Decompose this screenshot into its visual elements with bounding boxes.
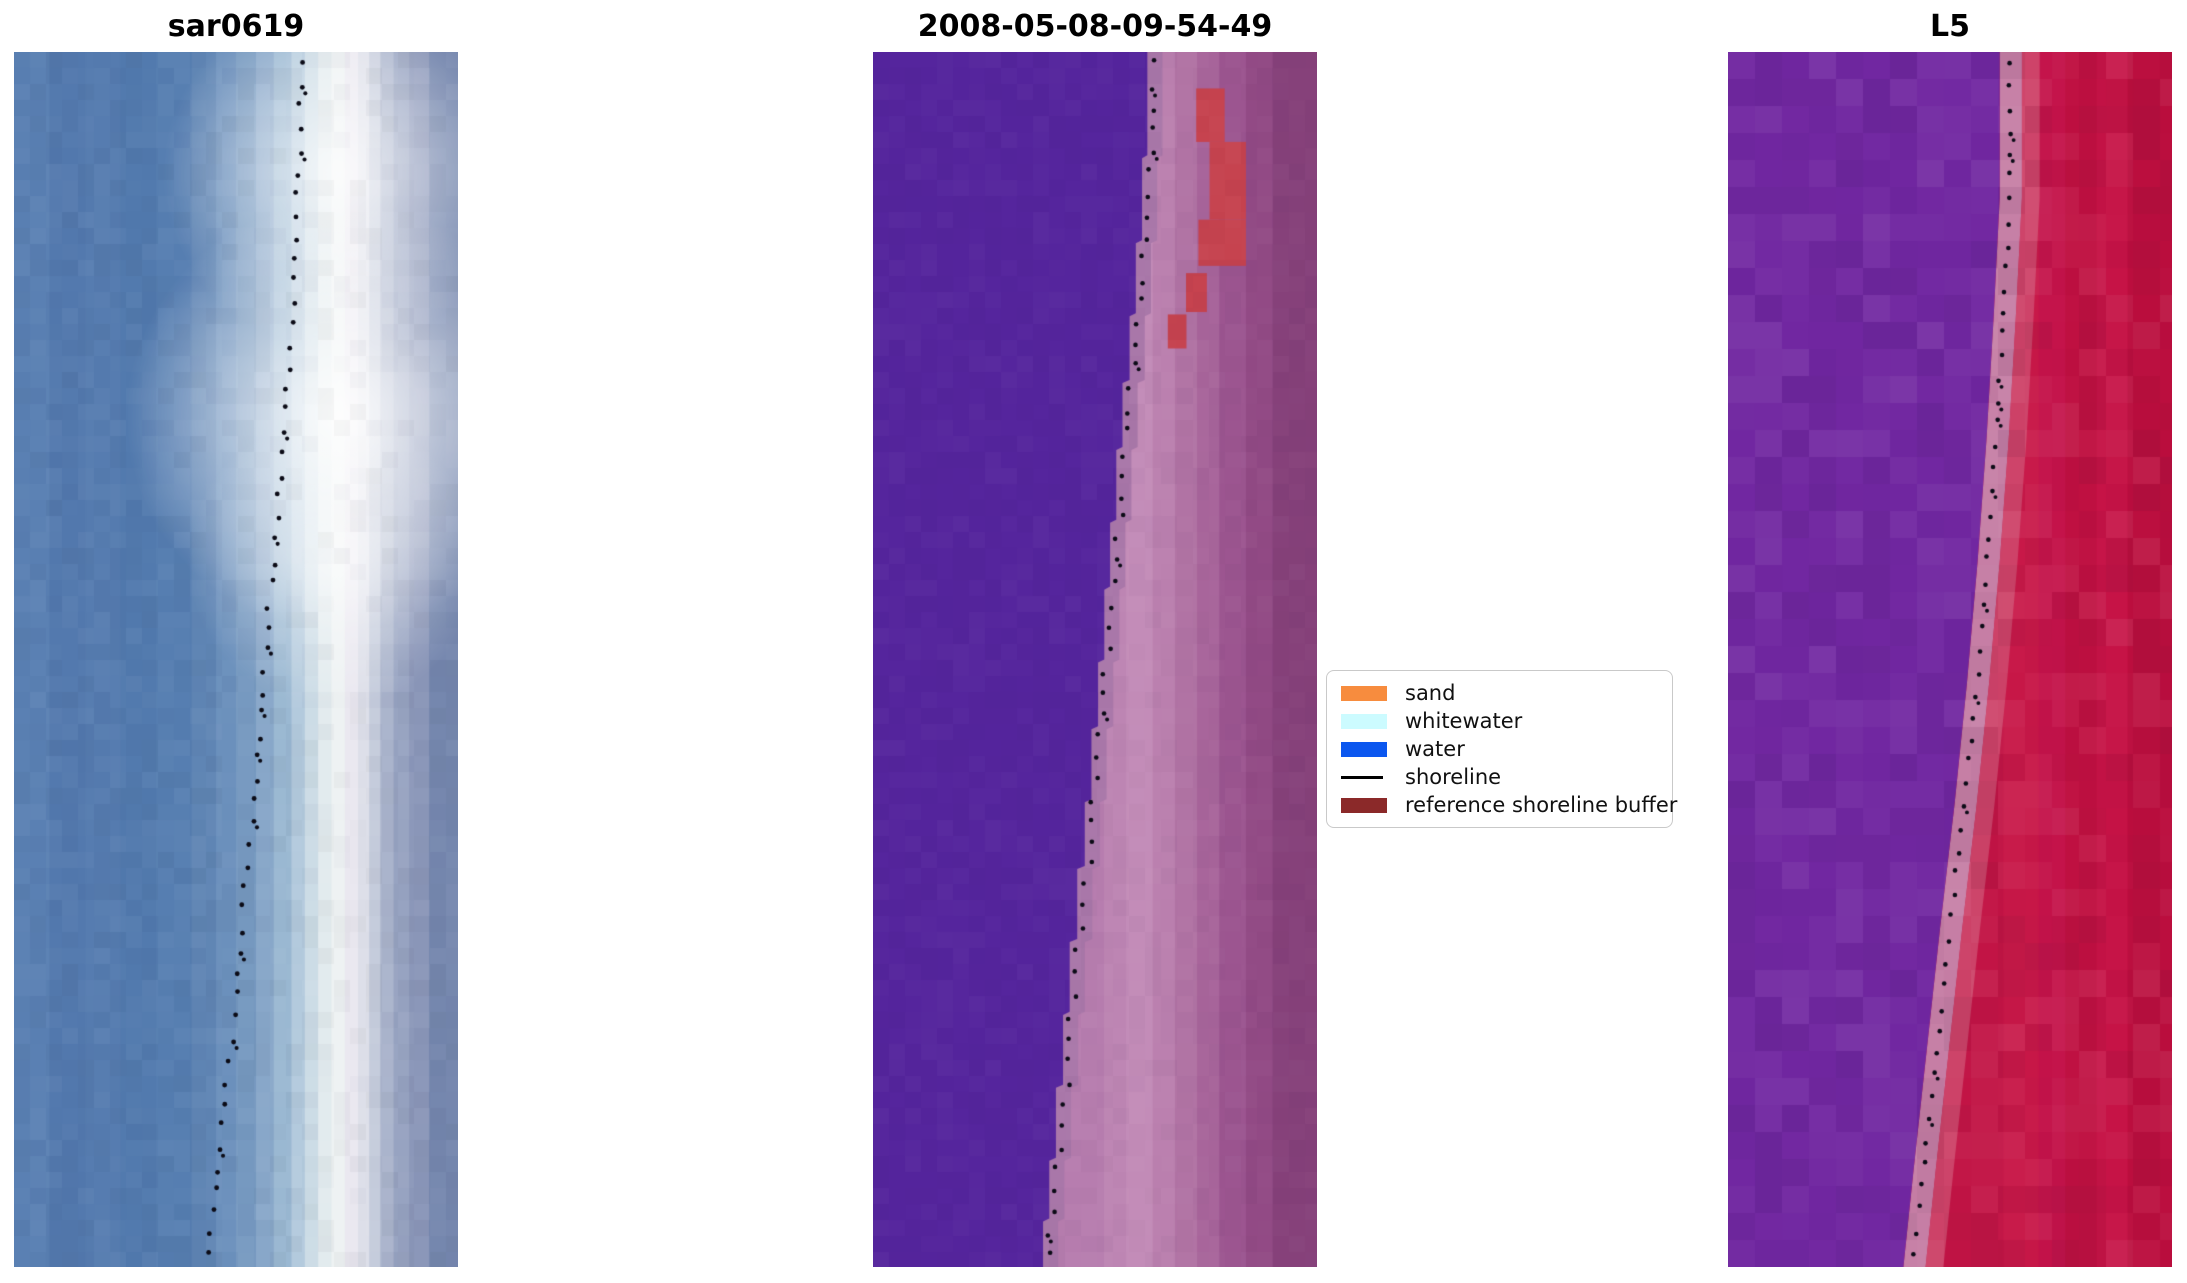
legend-label-reference-buffer: reference shoreline buffer — [1405, 793, 1678, 817]
shoreline-line-swatch — [1341, 775, 1383, 779]
legend-item-reference-buffer: reference shoreline buffer — [1341, 792, 1677, 818]
sar-image-panel — [14, 52, 458, 1267]
legend-label-shoreline: shoreline — [1405, 765, 1502, 789]
panel-title-l5: L5 — [1930, 9, 1970, 44]
legend-item-shoreline: shoreline — [1341, 764, 1658, 790]
panel-title-classified-date: 2008-05-08-09-54-49 — [917, 9, 1273, 44]
legend-label-water: water — [1405, 737, 1465, 761]
classified-image-panel — [873, 52, 1317, 1267]
legend-item-whitewater: whitewater — [1341, 708, 1658, 734]
reference-buffer-swatch — [1341, 797, 1387, 813]
l5-image-panel — [1728, 52, 2172, 1267]
legend-label-whitewater: whitewater — [1405, 709, 1523, 733]
legend: sand whitewater water shoreline referenc… — [1326, 670, 1677, 828]
legend-item-water: water — [1341, 736, 1658, 762]
sand-swatch — [1341, 685, 1387, 701]
whitewater-swatch — [1341, 713, 1387, 729]
legend-item-sand: sand — [1341, 680, 1658, 706]
water-swatch — [1341, 741, 1387, 757]
panel-title-sar0619: sar0619 — [167, 9, 305, 44]
legend-label-sand: sand — [1405, 681, 1456, 705]
